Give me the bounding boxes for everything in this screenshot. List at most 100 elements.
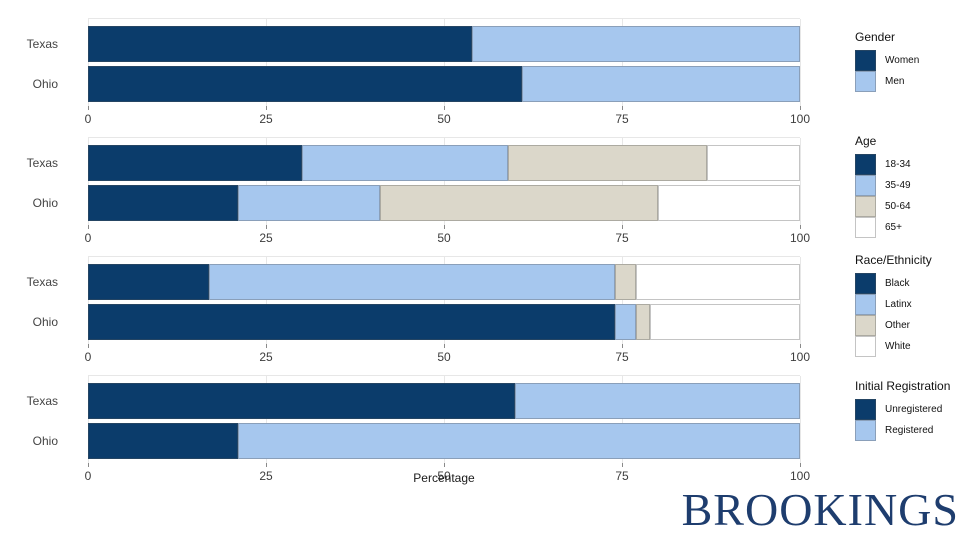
category-label-race-ethnicity-0: Texas (26, 275, 58, 289)
bar-segment-race-ethnicity-1-White (650, 304, 800, 340)
legend-swatch-Men (855, 71, 876, 92)
x-tick-label-25: 25 (259, 469, 273, 483)
legend-swatch-Latinx (855, 294, 876, 315)
x-tick-label-75: 75 (615, 350, 629, 364)
bar-segment-race-ethnicity-0-White (636, 264, 800, 300)
legend-item-18-34: 18-34 (855, 154, 963, 175)
gridline-50 (444, 257, 445, 345)
plot-area-age (88, 137, 801, 226)
plot-area-gender (88, 18, 801, 107)
legend-swatch-Other (855, 315, 876, 336)
bar-segment-age-1-50-64 (379, 185, 658, 221)
gridline-0 (88, 257, 89, 345)
legend-item-Registered: Registered (855, 420, 963, 441)
stacked-bar-initial-registration-0 (88, 383, 800, 419)
bar-segment-gender-0-Men (472, 26, 800, 62)
x-tick-label-75: 75 (615, 469, 629, 483)
bar-segment-age-1-18-34 (88, 185, 238, 221)
bar-segment-initial-registration-1-Registered (237, 423, 800, 459)
gridline-100 (800, 138, 801, 226)
bar-segment-gender-1-Women (88, 66, 523, 102)
legend-race-ethnicity: Race/Ethnicity Black Latinx Other White (855, 253, 963, 357)
tick-mark-0 (88, 225, 89, 229)
category-label-age-0: Texas (26, 156, 58, 170)
legend-label-50-64: 50-64 (885, 201, 911, 212)
category-label-age-1: Ohio (32, 196, 58, 210)
category-label-gender-0: Texas (26, 37, 58, 51)
bar-segment-age-0-65+ (707, 145, 800, 181)
x-tick-label-100: 100 (789, 231, 811, 245)
legend-label-Unregistered: Unregistered (885, 404, 943, 415)
legend-label-Black: Black (885, 278, 910, 289)
x-tick-label-0: 0 (84, 231, 92, 245)
x-tick-label-50: 50 (437, 469, 451, 483)
tick-mark-75 (622, 225, 623, 229)
x-tick-label-50: 50 (437, 112, 451, 126)
legend-title-gender: Gender (855, 30, 896, 44)
stacked-bar-gender-0 (88, 26, 800, 62)
gridline-75 (622, 257, 623, 345)
gridline-25 (266, 138, 267, 226)
legend-item-White: White (855, 336, 963, 357)
legend-label-18-34: 18-34 (885, 159, 911, 170)
legend-label-Women: Women (885, 55, 920, 66)
tick-mark-50 (444, 463, 445, 467)
bar-segment-race-ethnicity-1-Other (636, 304, 651, 340)
tick-mark-100 (800, 463, 801, 467)
gridline-25 (266, 19, 267, 107)
legend-swatch-Black (855, 273, 876, 294)
stacked-bar-age-0 (88, 145, 800, 181)
bar-segment-initial-registration-0-Registered (515, 383, 800, 419)
plot-area-race-ethnicity (88, 256, 801, 345)
tick-mark-50 (444, 225, 445, 229)
tick-mark-75 (622, 463, 623, 467)
gridline-100 (800, 376, 801, 464)
tick-mark-25 (266, 225, 267, 229)
x-tick-label-50: 50 (437, 350, 451, 364)
chart-panel-gender: 0 25 50 75 100 Texas Ohio (0, 14, 845, 132)
gridline-50 (444, 376, 445, 464)
tick-mark-0 (88, 344, 89, 348)
tick-mark-75 (622, 344, 623, 348)
legend-initial-registration: Initial Registration Unregistered Register… (855, 379, 963, 441)
legend-item-65+: 65+ (855, 217, 963, 238)
x-tick-label-100: 100 (789, 112, 811, 126)
bar-segment-age-1-35-49 (237, 185, 380, 221)
x-tick-label-50: 50 (437, 231, 451, 245)
stacked-bar-initial-registration-1 (88, 423, 800, 459)
gridline-100 (800, 19, 801, 107)
legend-swatch-65+ (855, 217, 876, 238)
legend-label-Other: Other (885, 320, 911, 331)
chart-panel-age: 0 25 50 75 100 Texas Ohio (0, 133, 845, 251)
gridline-0 (88, 376, 89, 464)
chart-panel-initial-registration: 0 25 50 75 100 Texas Ohio (0, 371, 845, 489)
bar-segment-race-ethnicity-0-Black (88, 264, 210, 300)
x-tick-label-25: 25 (259, 350, 273, 364)
category-label-initial-registration-1: Ohio (32, 434, 58, 448)
bar-segment-race-ethnicity-1-Latinx (614, 304, 637, 340)
x-tick-label-0: 0 (84, 350, 92, 364)
legend-item-Men: Men (855, 71, 963, 92)
x-axis-title: Percentage (413, 471, 475, 485)
gridline-100 (800, 257, 801, 345)
gridline-50 (444, 19, 445, 107)
legend-item-Black: Black (855, 273, 963, 294)
legend-item-Women: Women (855, 50, 963, 71)
gridline-25 (266, 376, 267, 464)
category-label-race-ethnicity-1: Ohio (32, 315, 58, 329)
legend-label-Registered: Registered (885, 425, 934, 436)
legend-swatch-Registered (855, 420, 876, 441)
tick-mark-0 (88, 106, 89, 110)
gridline-25 (266, 257, 267, 345)
bar-segment-race-ethnicity-1-Black (88, 304, 615, 340)
tick-mark-0 (88, 463, 89, 467)
x-tick-label-75: 75 (615, 231, 629, 245)
bar-segment-age-0-50-64 (508, 145, 708, 181)
x-tick-label-25: 25 (259, 231, 273, 245)
plot-area-initial-registration (88, 375, 801, 464)
brookings-logo: BROOKINGS (681, 484, 959, 535)
legend-swatch-White (855, 336, 876, 357)
x-tick-label-0: 0 (84, 112, 92, 126)
stacked-bar-gender-1 (88, 66, 800, 102)
